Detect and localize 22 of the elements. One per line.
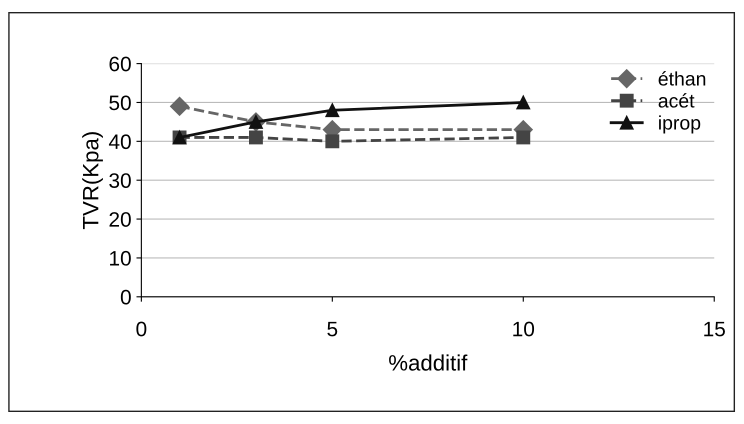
y-tick-label: 20 <box>110 212 131 227</box>
point <box>325 134 340 148</box>
legend-label: acét <box>658 93 694 108</box>
x-tick-label: 5 <box>327 322 338 336</box>
point <box>516 96 530 110</box>
y-tick-label: 60 <box>110 56 131 72</box>
y-tick-label: 40 <box>108 134 131 150</box>
legend-label: éthan <box>658 71 706 86</box>
y-axis-title: TVR(Kpa) <box>82 132 103 230</box>
y-tick-label: 10 <box>110 250 131 266</box>
legend-label: iprop <box>659 115 700 134</box>
x-tick-label: 10 <box>513 322 534 336</box>
point <box>325 103 340 118</box>
y-tick-label: 0 <box>120 290 131 305</box>
y-tick-label: 50 <box>109 95 131 110</box>
x-tick-label: 0 <box>136 322 146 336</box>
x-tick-label: 15 <box>704 322 725 336</box>
point <box>516 130 530 144</box>
x-axis-title: %additif <box>389 354 468 371</box>
y-tick-label: 30 <box>109 173 131 188</box>
point <box>170 96 190 116</box>
point <box>248 130 263 144</box>
